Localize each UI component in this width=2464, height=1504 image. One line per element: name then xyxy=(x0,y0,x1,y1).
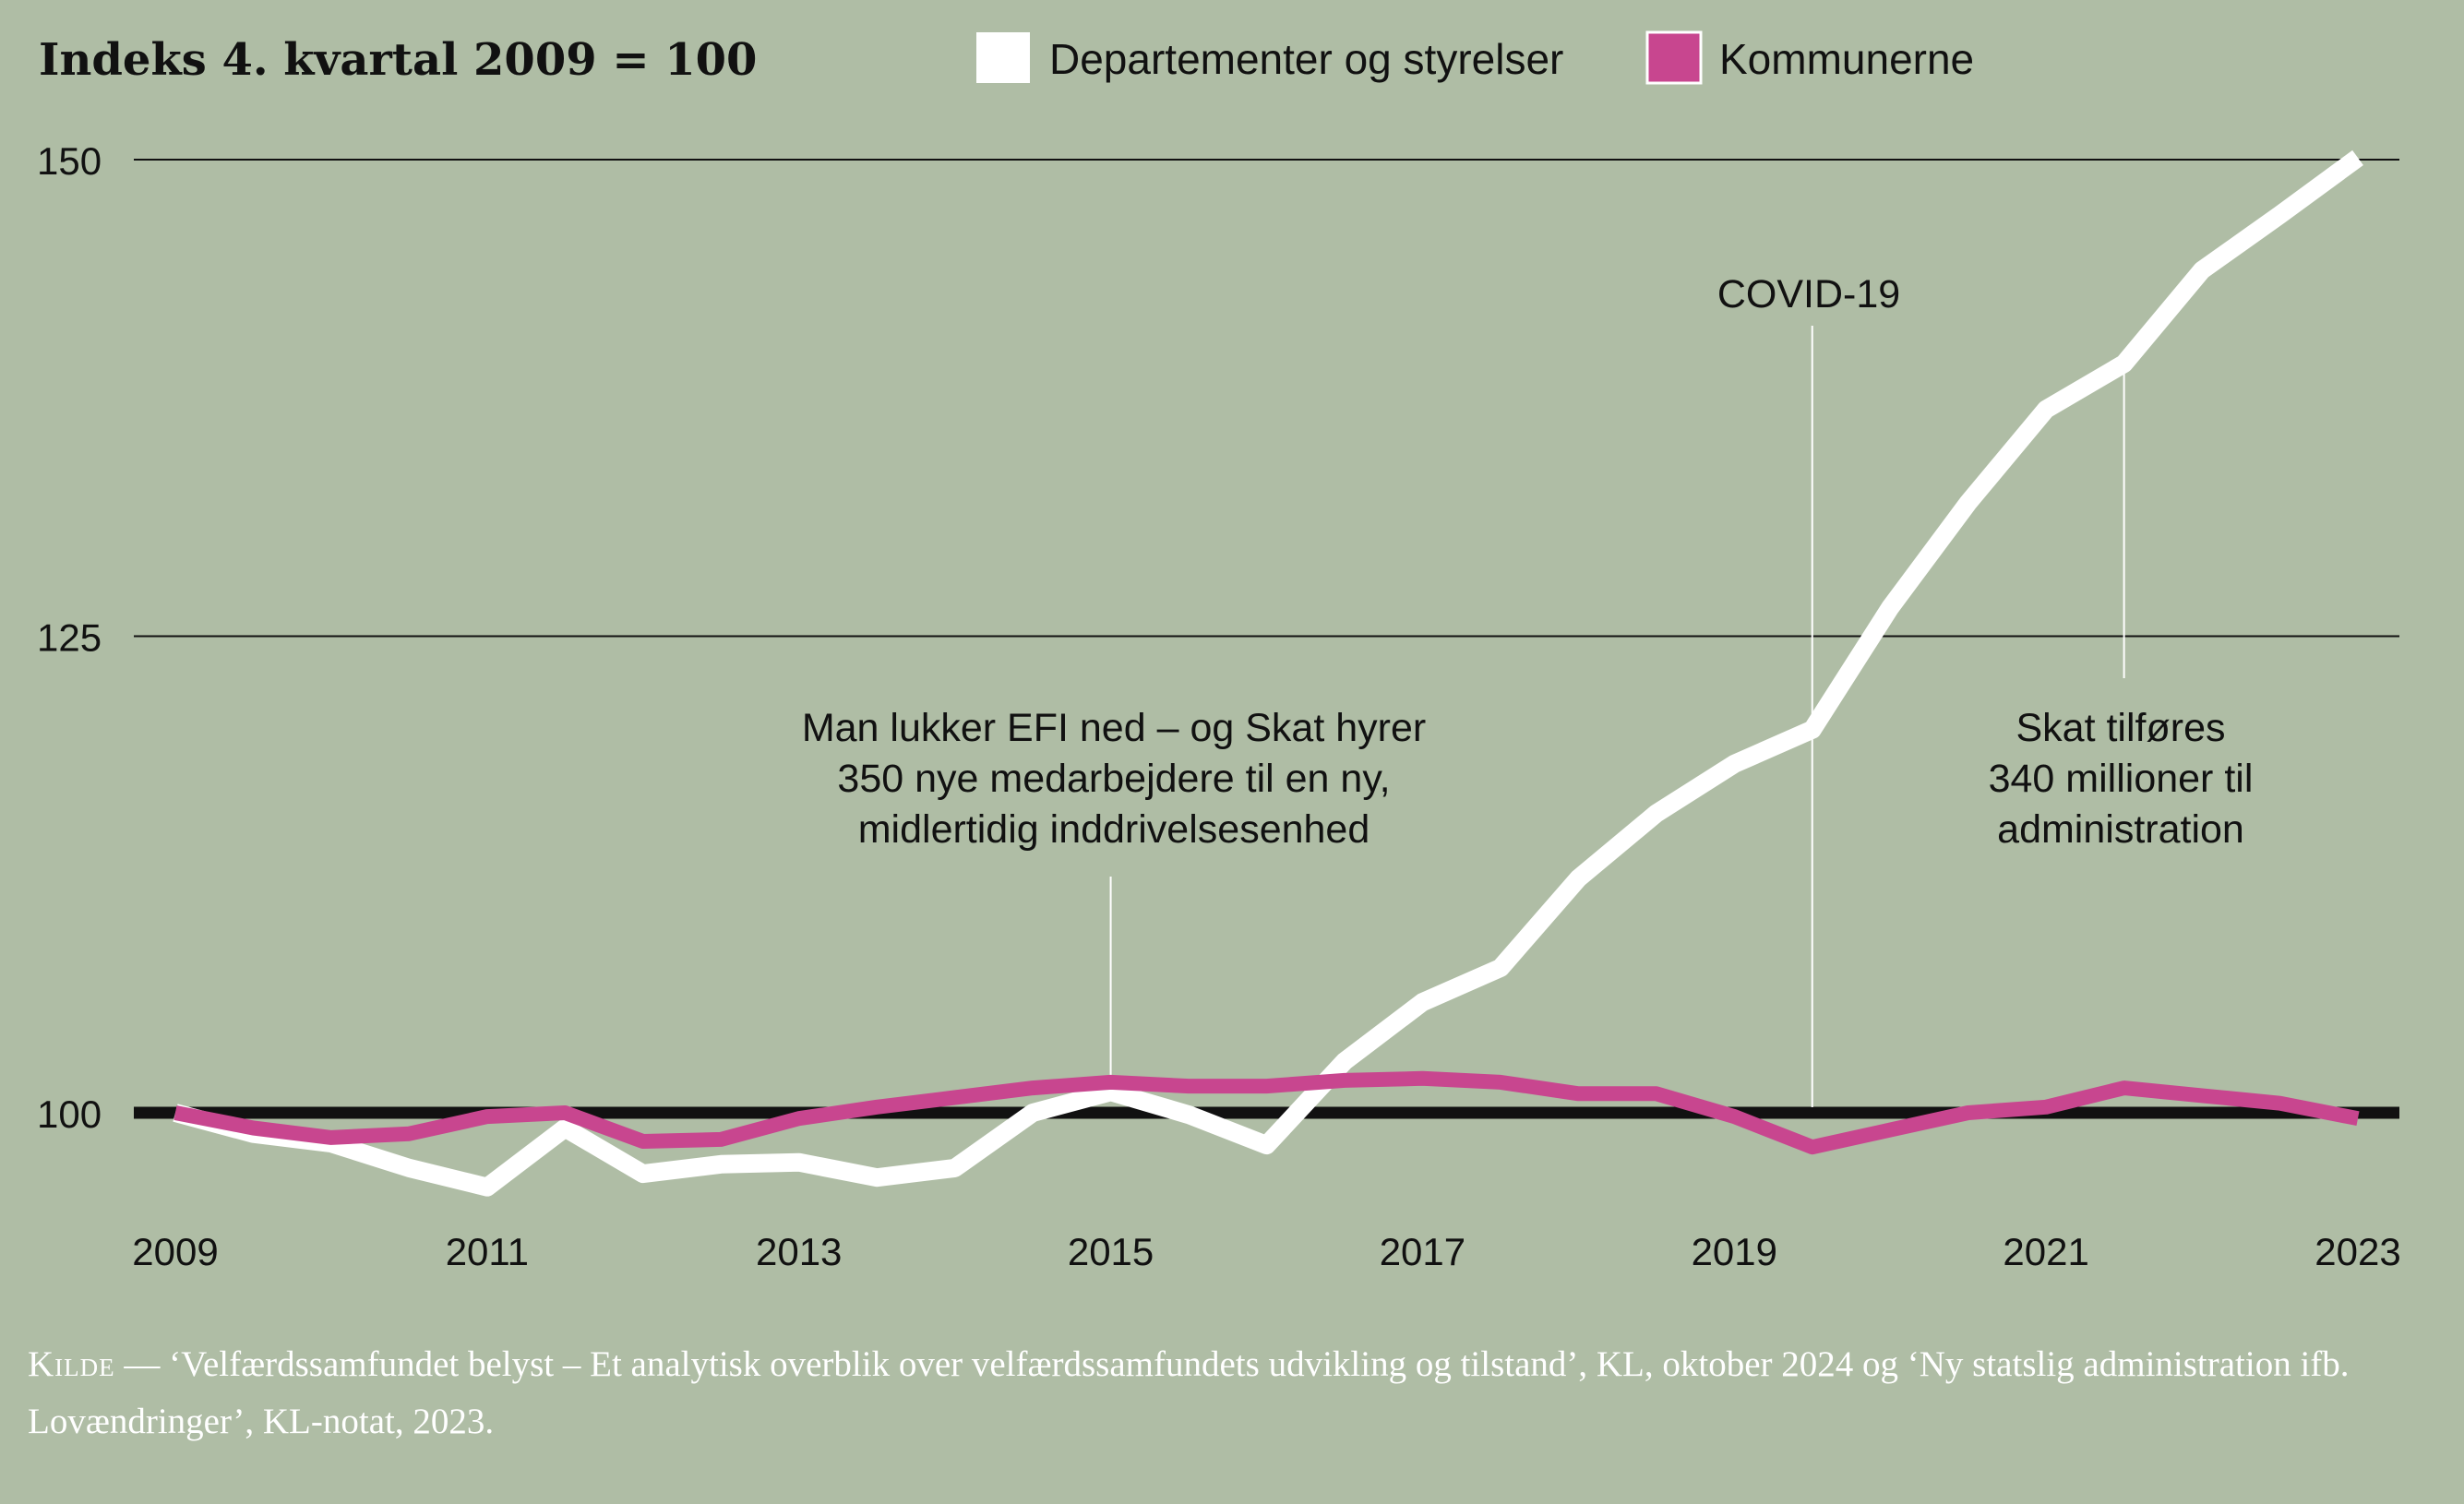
legend-swatch-dept xyxy=(976,32,1030,83)
series-line-kommunerne xyxy=(173,1070,2360,1155)
y-axis-ticks: 150 125 100 xyxy=(37,139,102,1136)
source-title-2: ‘Ny statslig administration ifb. Lovændr… xyxy=(28,1344,2350,1441)
y-tick-label: 125 xyxy=(37,616,102,660)
legend-label-dept: Departementer og styrelser xyxy=(1049,35,1563,83)
legend-label-kom: Kommunerne xyxy=(1719,35,1974,83)
x-tick-label: 2017 xyxy=(1380,1230,1465,1273)
x-tick-label: 2021 xyxy=(2003,1230,2088,1273)
gridlines xyxy=(134,159,2399,1119)
y-tick-label: 150 xyxy=(37,139,102,183)
annotation-text: administration xyxy=(1997,807,2244,852)
y-tick-label: 100 xyxy=(37,1092,102,1136)
series-line-departementer xyxy=(173,149,2363,1197)
annotation-text: Man lukker EFI ned – og Skat hyrer xyxy=(802,706,1426,750)
x-tick-label: 2011 xyxy=(446,1230,529,1273)
x-tick-label: 2019 xyxy=(1692,1230,1777,1273)
x-tick-label: 2009 xyxy=(132,1230,218,1273)
annotation-texts: Man lukker EFI ned – og Skat hyrer 350 ny… xyxy=(802,272,2254,852)
source-rest-2: , KL-notat, 2023. xyxy=(245,1402,495,1441)
annotation-text: 340 millioner til xyxy=(1989,757,2254,801)
legend-item-dept: Departementer og styrelser xyxy=(976,32,1563,83)
legend: Departementer og styrelser Kommunerne xyxy=(976,30,1974,85)
source-rest-1: , KL, oktober 2024 og xyxy=(1578,1344,1908,1384)
annotation-text: midlertidig inddrivelsesenhed xyxy=(858,807,1370,852)
annotation-text: Skat tilføres xyxy=(2016,706,2226,750)
x-tick-label: 2015 xyxy=(1068,1230,1154,1273)
chart-title: Indeks 4. kvartal 2009 = 100 xyxy=(39,34,757,86)
annotation-text: 350 nye medarbejdere til en ny, xyxy=(837,757,1390,801)
source-title-1: ‘Velfærdssamfundet belyst – Et analytisk… xyxy=(169,1344,1579,1384)
series-lines xyxy=(173,149,2363,1197)
source-note: Kilde — ‘Velfærdssamfundet belyst – Et a… xyxy=(28,1336,2436,1450)
legend-item-kom: Kommunerne xyxy=(1645,30,1974,85)
source-dash: — xyxy=(114,1344,170,1384)
source-label: Kilde xyxy=(28,1344,115,1384)
x-tick-label: 2013 xyxy=(756,1230,842,1273)
x-axis-ticks: 2009 2011 2013 2015 2017 2019 2021 2023 xyxy=(132,1230,2400,1273)
legend-swatch-kom xyxy=(1645,30,1703,85)
x-tick-label: 2023 xyxy=(2314,1230,2400,1273)
annotation-text: COVID-19 xyxy=(1717,272,1900,316)
